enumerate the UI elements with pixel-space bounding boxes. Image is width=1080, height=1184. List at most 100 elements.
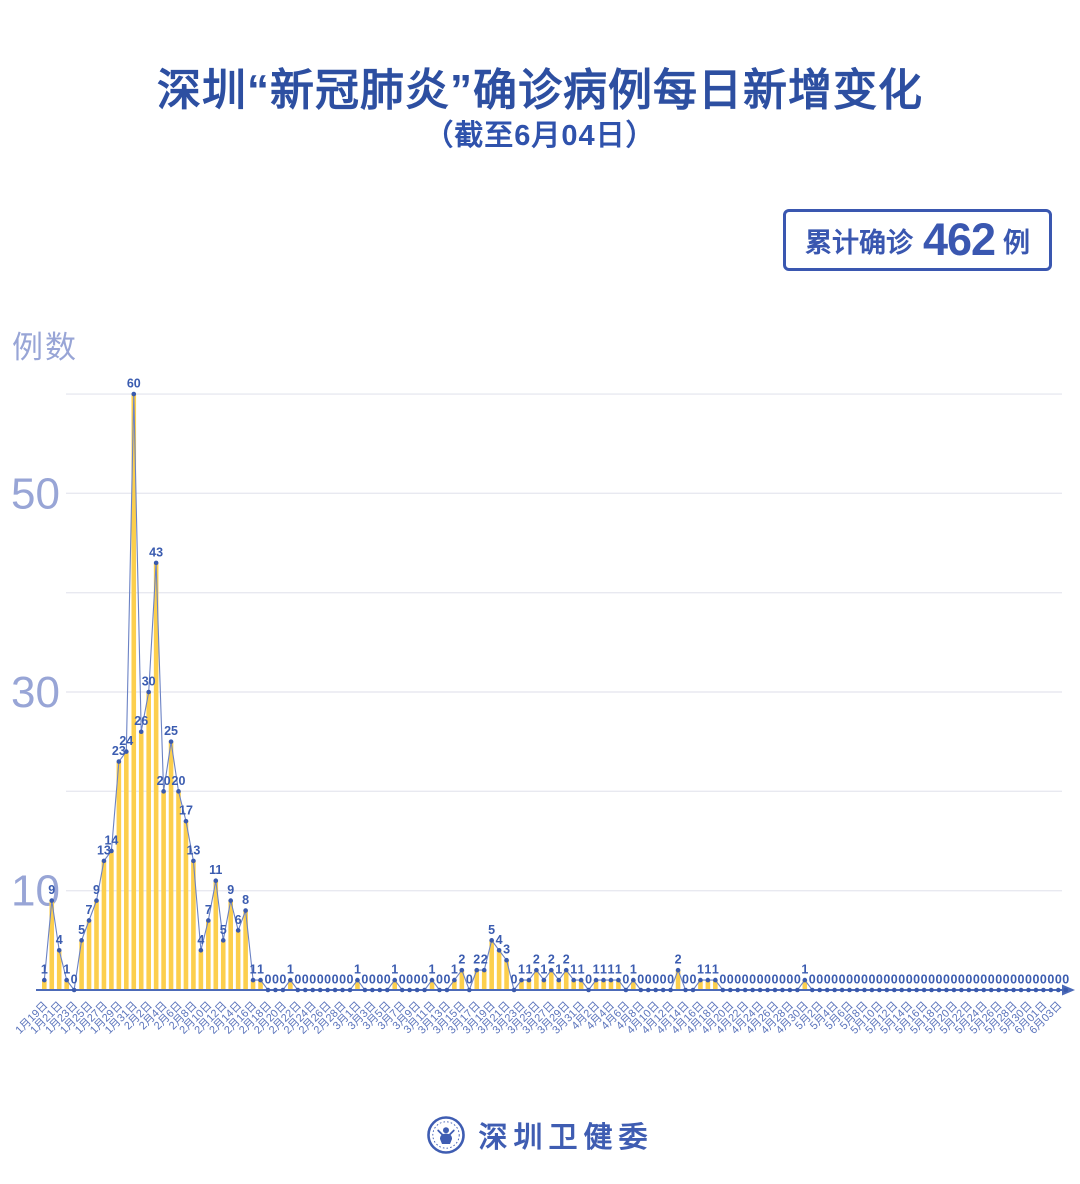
svg-text:1: 1 <box>250 963 257 977</box>
svg-text:0: 0 <box>824 973 831 987</box>
svg-text:0: 0 <box>749 973 756 987</box>
svg-text:2: 2 <box>473 953 480 967</box>
svg-text:9: 9 <box>48 883 55 897</box>
badge-unit-label: 例 <box>1003 227 1031 258</box>
svg-text:43: 43 <box>149 545 163 559</box>
svg-text:1: 1 <box>555 963 562 977</box>
svg-text:1: 1 <box>593 963 600 977</box>
svg-text:0: 0 <box>272 973 279 987</box>
svg-text:0: 0 <box>689 973 696 987</box>
svg-text:1: 1 <box>801 963 808 977</box>
svg-text:0: 0 <box>764 973 771 987</box>
svg-text:0: 0 <box>1018 973 1025 987</box>
svg-text:60: 60 <box>127 377 141 391</box>
svg-text:1: 1 <box>429 963 436 977</box>
grid-lines <box>66 393 1062 892</box>
svg-text:23: 23 <box>112 744 126 758</box>
svg-text:2: 2 <box>533 953 540 967</box>
svg-text:30: 30 <box>11 668 60 717</box>
svg-text:0: 0 <box>347 973 354 987</box>
page-title: 深圳“新冠肺炎”确诊病例每日新增变化 <box>157 66 923 115</box>
svg-text:1: 1 <box>697 963 704 977</box>
svg-text:0: 0 <box>436 973 443 987</box>
svg-text:0: 0 <box>511 973 518 987</box>
svg-text:0: 0 <box>936 973 943 987</box>
svg-text:0: 0 <box>1055 973 1062 987</box>
svg-text:0: 0 <box>928 973 935 987</box>
svg-text:9: 9 <box>93 883 100 897</box>
svg-text:5: 5 <box>488 923 495 937</box>
svg-text:0: 0 <box>414 973 421 987</box>
svg-text:0: 0 <box>794 973 801 987</box>
svg-text:0: 0 <box>317 973 324 987</box>
footer: 深圳卫健委 <box>0 1114 1080 1156</box>
svg-text:1: 1 <box>257 963 264 977</box>
svg-text:0: 0 <box>779 973 786 987</box>
svg-text:2: 2 <box>563 953 570 967</box>
svg-text:0: 0 <box>466 973 473 987</box>
svg-text:1: 1 <box>704 963 711 977</box>
svg-text:0: 0 <box>891 973 898 987</box>
svg-text:0: 0 <box>757 973 764 987</box>
svg-text:1: 1 <box>41 963 48 977</box>
svg-text:0: 0 <box>421 973 428 987</box>
svg-text:0: 0 <box>839 973 846 987</box>
svg-text:0: 0 <box>913 973 920 987</box>
svg-text:0: 0 <box>958 973 965 987</box>
svg-text:0: 0 <box>660 973 667 987</box>
svg-text:0: 0 <box>369 973 376 987</box>
svg-text:20: 20 <box>172 774 186 788</box>
svg-text:9: 9 <box>227 883 234 897</box>
svg-text:1: 1 <box>287 963 294 977</box>
svg-text:0: 0 <box>861 973 868 987</box>
svg-text:0: 0 <box>943 973 950 987</box>
svg-text:0: 0 <box>846 973 853 987</box>
svg-text:0: 0 <box>399 973 406 987</box>
svg-text:0: 0 <box>906 973 913 987</box>
svg-text:0: 0 <box>384 973 391 987</box>
svg-text:4: 4 <box>496 933 503 947</box>
svg-text:0: 0 <box>854 973 861 987</box>
svg-text:0: 0 <box>302 973 309 987</box>
svg-text:0: 0 <box>831 973 838 987</box>
svg-text:0: 0 <box>1040 973 1047 987</box>
svg-text:0: 0 <box>883 973 890 987</box>
svg-text:0: 0 <box>816 973 823 987</box>
svg-text:2: 2 <box>458 953 465 967</box>
svg-text:0: 0 <box>876 973 883 987</box>
svg-text:0: 0 <box>1047 973 1054 987</box>
svg-text:1: 1 <box>712 963 719 977</box>
svg-text:0: 0 <box>406 973 413 987</box>
svg-text:0: 0 <box>868 973 875 987</box>
badge-count-value: 462 <box>922 214 996 265</box>
svg-text:8: 8 <box>242 893 249 907</box>
svg-text:14: 14 <box>104 833 118 847</box>
svg-text:0: 0 <box>973 973 980 987</box>
svg-text:0: 0 <box>265 973 272 987</box>
svg-text:0: 0 <box>1025 973 1032 987</box>
shenzhen-health-commission-logo-icon <box>427 1116 466 1154</box>
svg-text:0: 0 <box>585 973 592 987</box>
svg-text:5: 5 <box>220 923 227 937</box>
svg-text:0: 0 <box>1032 973 1039 987</box>
svg-text:0: 0 <box>995 973 1002 987</box>
svg-text:5: 5 <box>78 923 85 937</box>
svg-text:6: 6 <box>235 913 242 927</box>
svg-text:4: 4 <box>56 933 63 947</box>
svg-text:0: 0 <box>1003 973 1010 987</box>
svg-text:0: 0 <box>645 973 652 987</box>
svg-text:1: 1 <box>578 963 585 977</box>
svg-text:1: 1 <box>354 963 361 977</box>
svg-text:7: 7 <box>205 903 212 917</box>
svg-text:2: 2 <box>481 953 488 967</box>
svg-text:11: 11 <box>209 863 222 877</box>
data-points <box>42 391 1069 993</box>
svg-text:0: 0 <box>279 973 286 987</box>
svg-text:0: 0 <box>742 973 749 987</box>
svg-text:0: 0 <box>719 973 726 987</box>
svg-text:0: 0 <box>988 973 995 987</box>
svg-text:0: 0 <box>667 973 674 987</box>
badge-prefix-label: 累计确诊 <box>804 227 913 258</box>
svg-text:4: 4 <box>197 933 204 947</box>
